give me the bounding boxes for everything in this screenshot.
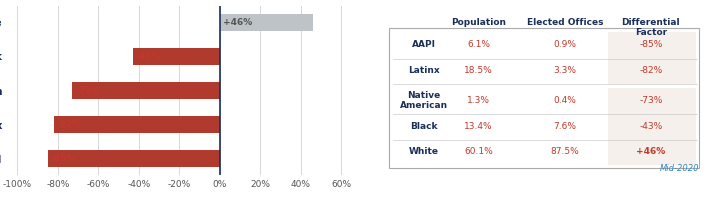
Text: AAPI: AAPI: [412, 40, 436, 49]
Text: +46%: +46%: [636, 147, 665, 156]
Text: 0.4%: 0.4%: [554, 96, 576, 105]
Text: -82%: -82%: [639, 66, 662, 75]
Text: 7.6%: 7.6%: [553, 122, 576, 131]
Text: Latinx: Latinx: [408, 66, 439, 75]
Bar: [608, 113, 696, 140]
Text: Native
American: Native American: [400, 91, 448, 110]
Bar: [608, 58, 696, 84]
Text: 1.3%: 1.3%: [467, 96, 490, 105]
Bar: [48, 150, 220, 167]
Text: 18.5%: 18.5%: [464, 66, 493, 75]
Text: -43%: -43%: [639, 122, 662, 131]
Text: Differential
Factor: Differential Factor: [621, 18, 680, 37]
Bar: [608, 139, 696, 165]
FancyBboxPatch shape: [390, 28, 699, 168]
Text: Mid-2020: Mid-2020: [660, 164, 699, 173]
Bar: [220, 14, 313, 31]
Text: Population: Population: [451, 18, 506, 27]
Bar: [608, 88, 696, 114]
Text: 6.1%: 6.1%: [467, 40, 490, 49]
Text: 3.3%: 3.3%: [553, 66, 576, 75]
Text: 13.4%: 13.4%: [464, 122, 493, 131]
Text: -85%: -85%: [50, 154, 76, 163]
Bar: [54, 116, 220, 133]
Text: -85%: -85%: [639, 40, 662, 49]
Text: 60.1%: 60.1%: [464, 147, 493, 156]
Text: -82%: -82%: [57, 120, 82, 129]
Bar: [72, 82, 220, 99]
Text: +46%: +46%: [222, 18, 252, 27]
Bar: [608, 32, 696, 59]
Bar: [132, 48, 220, 65]
Text: 87.5%: 87.5%: [550, 147, 579, 156]
Text: Elected Offices: Elected Offices: [526, 18, 603, 27]
Text: -73%: -73%: [639, 96, 662, 105]
Text: -43%: -43%: [136, 52, 161, 61]
Text: 0.9%: 0.9%: [553, 40, 576, 49]
Text: Black: Black: [410, 122, 438, 131]
Text: -73%: -73%: [75, 86, 100, 95]
Text: White: White: [409, 147, 438, 156]
